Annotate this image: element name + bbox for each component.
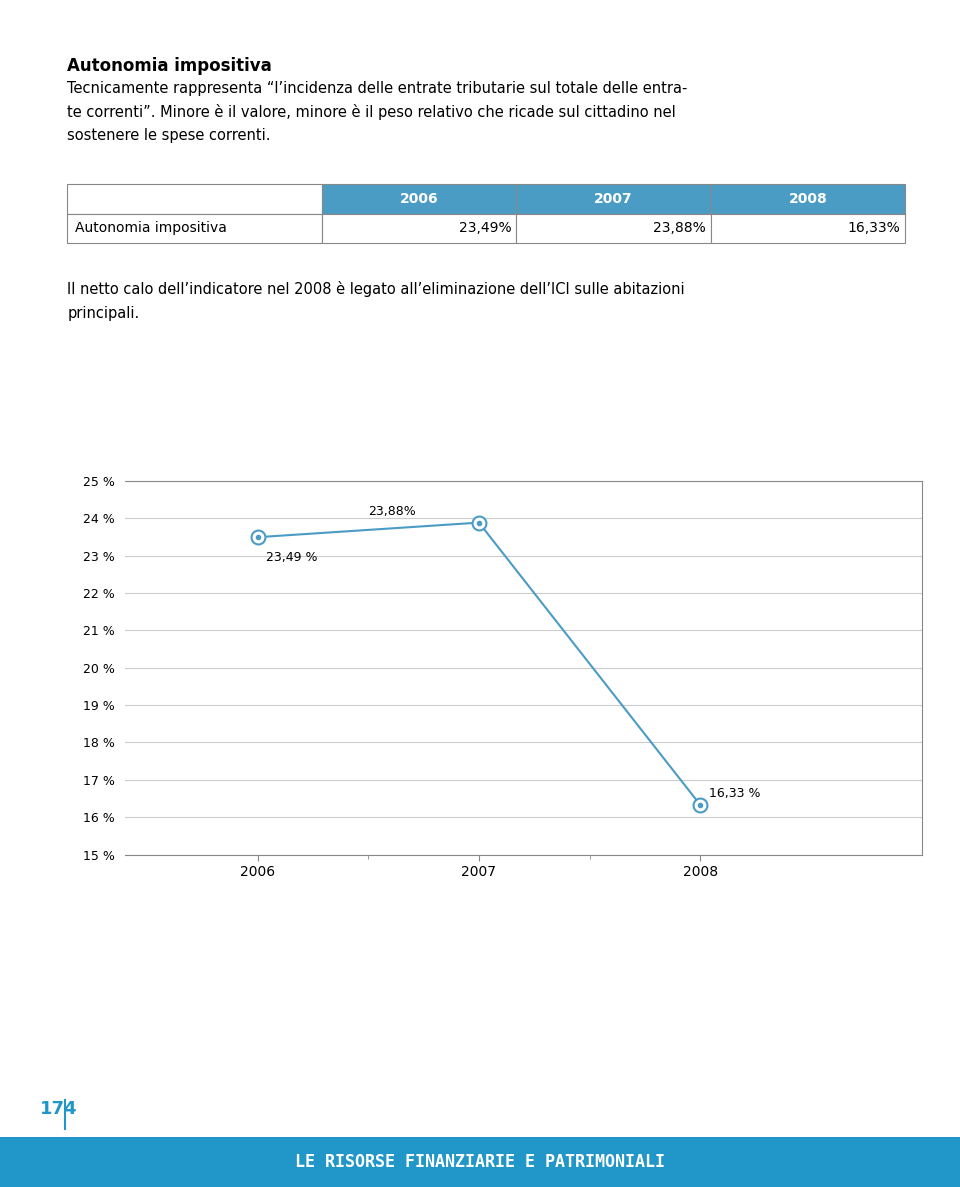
Text: sostenere le spese correnti.: sostenere le spese correnti. (67, 128, 271, 144)
Text: 2006: 2006 (400, 192, 439, 205)
Text: Autonomia impositiva: Autonomia impositiva (75, 222, 227, 235)
Text: 23,49%: 23,49% (459, 222, 512, 235)
Text: principali.: principali. (67, 306, 139, 322)
Text: te correnti”. Minore è il valore, minore è il peso relativo che ricade sul citta: te correnti”. Minore è il valore, minore… (67, 104, 676, 120)
Text: 23,49 %: 23,49 % (267, 552, 318, 564)
Text: 16,33%: 16,33% (848, 222, 900, 235)
Text: Il netto calo dell’indicatore nel 2008 è legato all’eliminazione dell’ICI sulle : Il netto calo dell’indicatore nel 2008 è… (67, 281, 684, 297)
Text: 2007: 2007 (594, 192, 633, 205)
Text: LE RISORSE FINANZIARIE E PATRIMONIALI: LE RISORSE FINANZIARIE E PATRIMONIALI (295, 1153, 665, 1172)
Text: 2008: 2008 (789, 192, 828, 205)
Text: 16,33 %: 16,33 % (709, 787, 760, 800)
Text: 23,88%: 23,88% (654, 222, 707, 235)
Text: 23,88%: 23,88% (369, 506, 416, 519)
Text: 174: 174 (40, 1100, 78, 1118)
Text: Autonomia impositiva: Autonomia impositiva (67, 57, 272, 75)
Text: Tecnicamente rappresenta “l’incidenza delle entrate tributarie sul totale delle : Tecnicamente rappresenta “l’incidenza de… (67, 81, 687, 96)
